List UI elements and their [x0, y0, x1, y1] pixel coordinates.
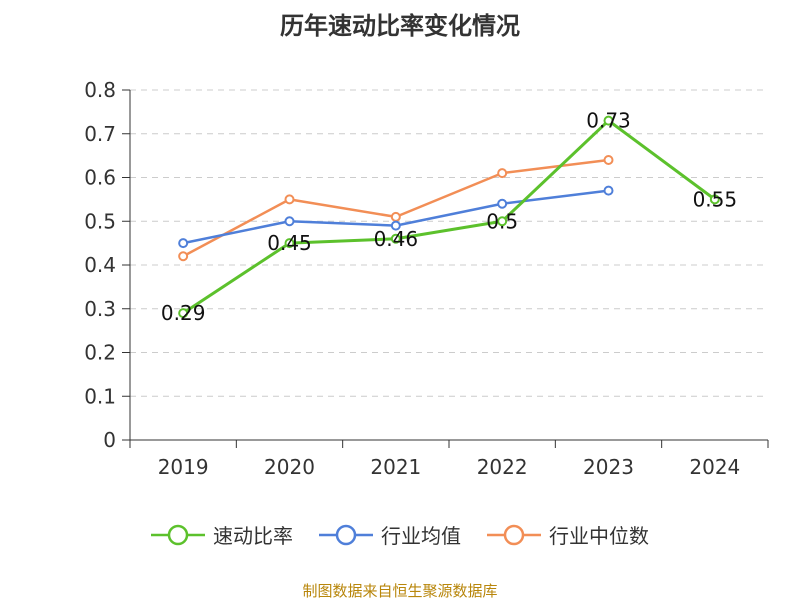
data-point-series-2: [284, 194, 295, 205]
data-point-series-2: [390, 211, 401, 222]
x-tick-label: 2022: [477, 455, 528, 479]
series-line-0: [182, 119, 716, 315]
data-point-series-1: [284, 216, 295, 227]
legend-label-quick-ratio: 速动比率: [213, 524, 293, 548]
y-tick-label: 0.8: [84, 78, 116, 102]
y-tick-label: 0.5: [84, 209, 116, 233]
x-tick-label: 2023: [583, 455, 634, 479]
data-point-series-0: [709, 194, 720, 205]
data-point-series-1: [178, 238, 189, 249]
legend-item-industry-mean[interactable]: 行业均值: [319, 520, 461, 549]
y-tick-label: 0: [103, 428, 116, 452]
chart-title: 历年速动比率变化情况: [280, 12, 520, 40]
data-point-series-2: [603, 155, 614, 165]
data-point-series-1: [390, 220, 401, 231]
y-tick-label: 0.7: [84, 122, 116, 146]
data-point-series-0: [497, 216, 508, 227]
data-label: 0.55: [693, 187, 738, 211]
x-tick-label: 2020: [264, 455, 315, 479]
data-point-series-0: [390, 233, 401, 244]
data-point-series-1: [603, 185, 614, 196]
x-tick-label: 2021: [370, 455, 421, 479]
y-tick-label: 0.4: [84, 253, 116, 277]
data-point-series-2: [497, 168, 508, 179]
y-tick-label: 0.3: [84, 297, 116, 321]
y-tick-label: 0.6: [84, 166, 116, 190]
x-tick-label: 2019: [158, 455, 209, 479]
data-source-note: 制图数据来自恒生聚源数据库: [302, 582, 498, 600]
data-point-series-1: [497, 198, 508, 209]
data-point-series-0: [284, 238, 295, 249]
legend-swatch-industry-mean: [319, 524, 373, 545]
data-label: 0.29: [161, 301, 206, 325]
legend-swatch-quick-ratio: [151, 524, 205, 545]
data-label: 0.5: [486, 209, 518, 233]
data-label: 0.73: [586, 109, 631, 133]
data-point-series-0: [178, 308, 189, 319]
legend: 速动比率 行业均值 行业中位数: [0, 520, 800, 549]
legend-label-industry-median: 行业中位数: [549, 524, 649, 548]
data-point-series-2: [178, 251, 189, 262]
x-tick-label: 2024: [689, 455, 740, 479]
y-tick-label: 0.1: [84, 384, 116, 408]
y-tick-label: 0.2: [84, 341, 116, 365]
legend-item-industry-median[interactable]: 行业中位数: [487, 520, 649, 549]
data-label: 0.46: [374, 227, 419, 251]
data-label: 0.45: [267, 231, 312, 255]
legend-swatch-industry-median: [487, 524, 541, 545]
legend-item-quick-ratio[interactable]: 速动比率: [151, 520, 293, 549]
data-point-series-0: [603, 115, 614, 126]
legend-label-industry-mean: 行业均值: [381, 524, 461, 548]
